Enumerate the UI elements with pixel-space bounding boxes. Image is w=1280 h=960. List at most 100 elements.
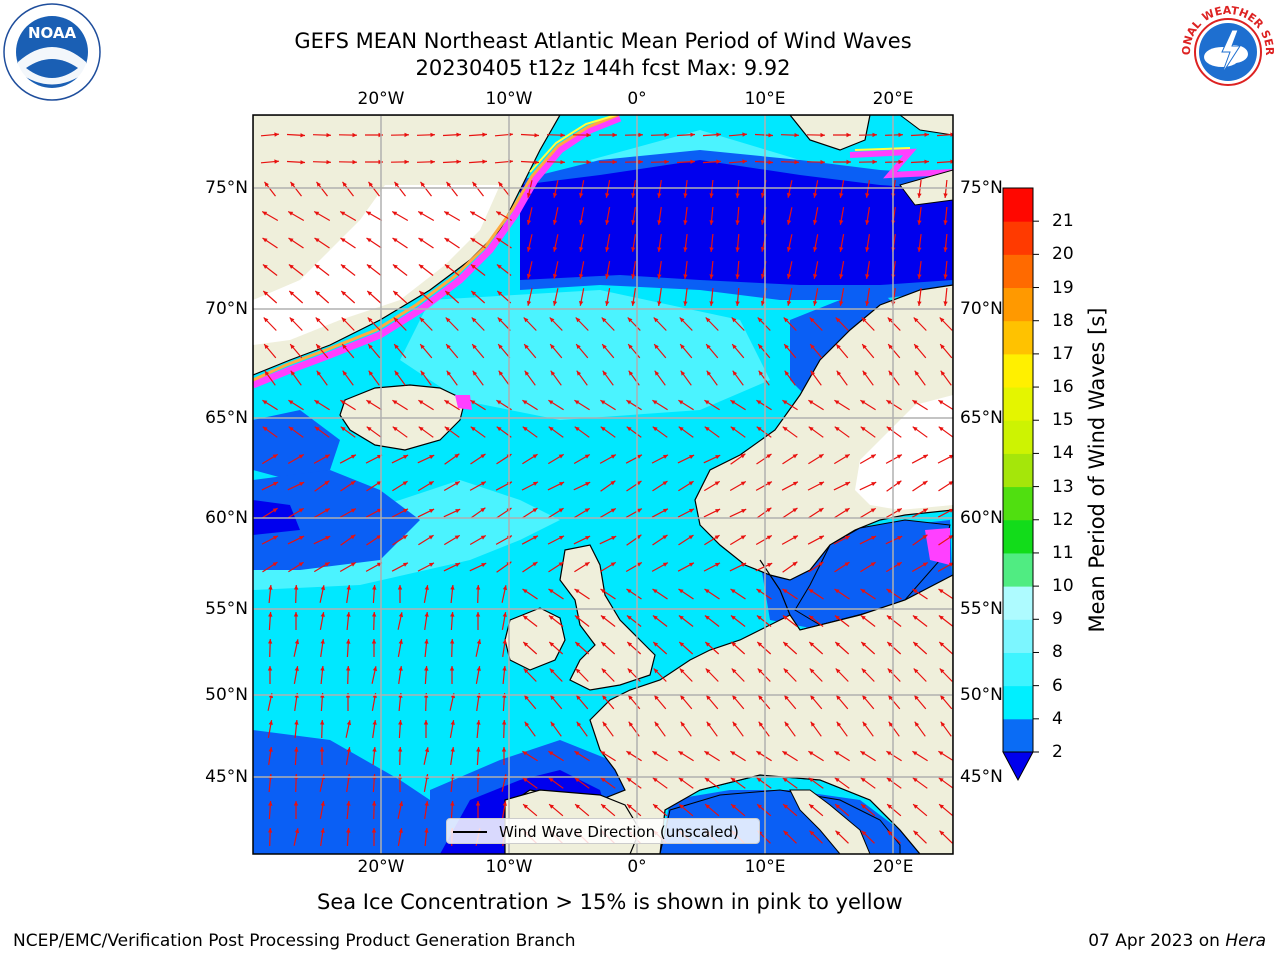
wind-arrow-head [444, 264, 450, 269]
wind-arrow-head [498, 181, 503, 187]
wind-arrow-head [943, 274, 948, 279]
wind-arrow-head [272, 562, 278, 567]
wind-arrow-head [612, 159, 617, 165]
wind-arrow-head [870, 562, 876, 567]
colorbar-segment [1003, 718, 1033, 753]
wind-arrow-head [341, 317, 347, 323]
wind-arrow-head [741, 509, 747, 514]
wind-arrow-head [922, 481, 928, 486]
wind-arrow-head [366, 264, 372, 269]
wind-arrow-head [496, 426, 502, 432]
wind-arrow-head [758, 370, 764, 376]
wind-arrow-head [732, 695, 737, 700]
wind-arrow-head [664, 132, 669, 137]
wind-arrow-head [404, 132, 409, 138]
colorbar-frame [1002, 187, 1034, 752]
lat-label-right: 45°N [960, 767, 1003, 787]
wind-arrow-head [860, 426, 866, 432]
wind-arrow-head [808, 426, 814, 432]
wind-arrow-head [704, 777, 710, 783]
wind-arrow-head [839, 274, 844, 279]
wind-arrow-head [808, 400, 814, 405]
wind-arrow-head [418, 238, 424, 243]
wind-arrow-head [896, 480, 902, 486]
wind-arrow-head [732, 721, 738, 727]
wind-arrow-head [679, 668, 685, 674]
sea-ice-note: Sea Ice Concentration > 15% is shown in … [317, 890, 903, 914]
wind-arrow-head [430, 132, 435, 137]
wind-arrow-head [610, 562, 616, 567]
colorbar-segment [1003, 221, 1033, 255]
wind-arrow-head [428, 481, 434, 486]
wind-arrow-head [913, 830, 919, 836]
lat-label-right: 60°N [960, 508, 1003, 528]
wind-arrow-head [716, 132, 721, 137]
wind-arrow-head [862, 344, 867, 349]
wind-arrow-head [502, 720, 507, 725]
wind-arrow-head [948, 535, 953, 540]
wind-arrow-head [470, 264, 476, 269]
wind-arrow-head [940, 695, 945, 700]
wind-arrow-head [948, 481, 953, 486]
wind-arrow-head [429, 562, 434, 567]
wind-arrow-head [810, 695, 815, 700]
colorbar-segment [1003, 486, 1033, 521]
wind-arrow-head [476, 666, 481, 671]
sea-ice-fringe [849, 148, 953, 179]
wind-arrow-head [784, 370, 790, 376]
wind-arrow-head [342, 370, 348, 376]
wind-arrow-head [533, 481, 538, 486]
wind-arrow-head [372, 747, 377, 752]
wind-arrow-head [808, 615, 814, 620]
wind-arrow-head [314, 238, 320, 243]
wind-arrow-head [760, 246, 766, 252]
wind-arrow-head [924, 159, 929, 164]
wind-arrow-head [766, 481, 772, 486]
wind-arrow-head [498, 370, 504, 376]
wind-arrow-head [602, 695, 607, 700]
colorbar-tick-label: 13 [1052, 476, 1074, 497]
wind-arrow-head [342, 344, 347, 349]
colorbar-tick-label: 15 [1052, 410, 1074, 431]
wind-arrow-head [476, 720, 481, 725]
chart-title: GEFS MEAN Northeast Atlantic Mean Period… [294, 29, 912, 53]
wind-arrow-head [683, 220, 688, 225]
wind-arrow-head [393, 291, 399, 296]
wind-arrow-head [346, 612, 351, 617]
wind-arrow-head [870, 454, 876, 459]
wind-arrow-head [731, 668, 737, 674]
wind-arrow-head [559, 535, 564, 540]
wind-arrow-head [300, 133, 305, 138]
wind-arrow-head [689, 562, 694, 567]
svg-text:NOAA: NOAA [28, 24, 77, 42]
wind-arrow-head [424, 612, 429, 617]
footer-date-text: 07 Apr 2023 on [1088, 931, 1226, 951]
legend-label: Wind Wave Direction (unscaled) [499, 823, 739, 841]
wind-arrow-head [352, 159, 357, 165]
colorbar-segment [1003, 552, 1033, 587]
wind-arrow-head [887, 668, 893, 674]
wind-arrow-head [834, 751, 840, 756]
wind-arrow-head [497, 291, 503, 296]
wind-arrow-head [732, 344, 737, 349]
wind-arrow-head [627, 642, 633, 647]
wind-arrow-head [316, 370, 322, 376]
wind-arrow-head [836, 344, 841, 349]
wind-arrow-head [548, 400, 554, 405]
wind-arrow-head [502, 639, 507, 644]
wind-arrow-head [865, 247, 870, 252]
wind-arrow-head [652, 751, 658, 756]
wind-arrow-head [704, 589, 710, 594]
wind-arrow-head [294, 747, 299, 752]
wind-arrow-head [579, 193, 584, 198]
wind-arrow-head [428, 535, 434, 540]
wind-arrow-head [397, 585, 403, 590]
wind-arrow-head [939, 317, 945, 323]
colorbar-tick-label: 19 [1052, 277, 1074, 298]
wind-arrow-head [402, 481, 408, 486]
wind-arrow-head [611, 536, 617, 541]
wind-arrow-head [552, 273, 558, 279]
colorbar-segment [1003, 287, 1033, 322]
wind-arrow-head [262, 264, 268, 269]
lon-label-bottom: 20°E [872, 857, 914, 877]
